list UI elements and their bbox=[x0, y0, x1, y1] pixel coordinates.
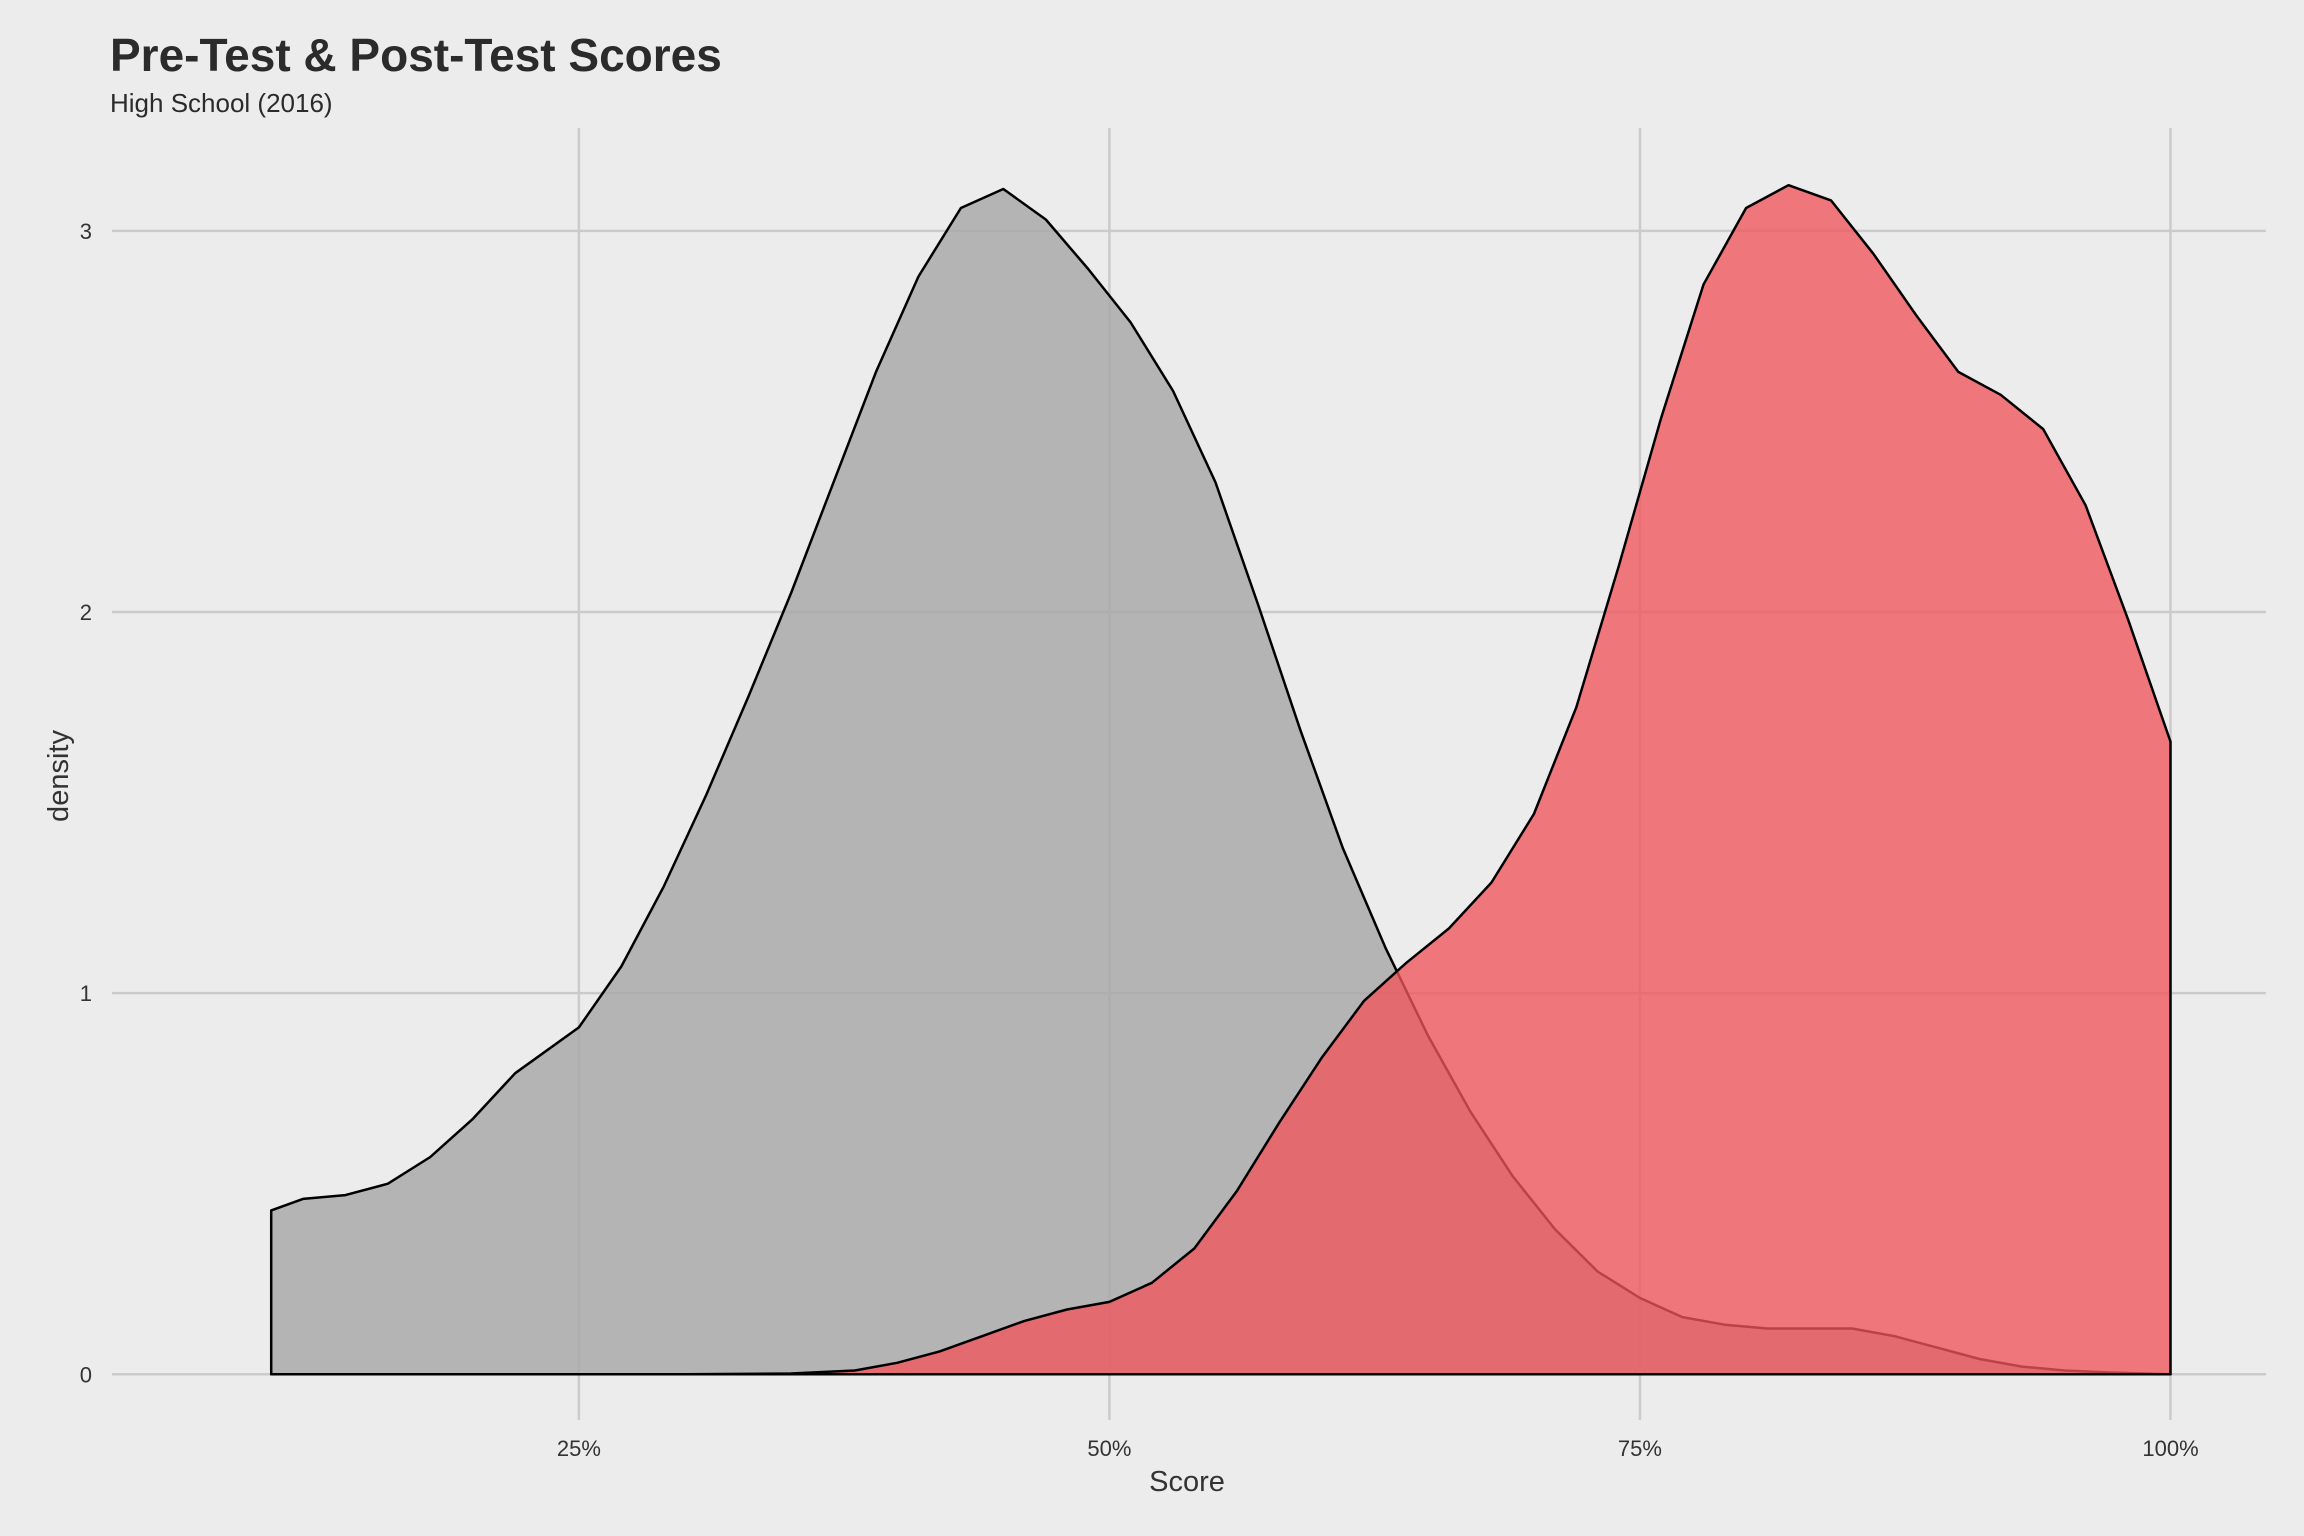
y-tick-label: 0 bbox=[80, 1362, 92, 1387]
x-axis-ticks: 25% 50% 75% 100% bbox=[557, 1436, 2199, 1461]
x-axis-title: Score bbox=[1149, 1466, 1225, 1498]
y-tick-label: 1 bbox=[80, 981, 92, 1006]
chart-title: Pre-Test & Post-Test Scores bbox=[110, 29, 722, 81]
x-tick-label: 50% bbox=[1087, 1436, 1131, 1461]
y-axis-ticks: 0 1 2 3 bbox=[80, 219, 92, 1387]
x-tick-label: 75% bbox=[1618, 1436, 1662, 1461]
y-tick-label: 2 bbox=[80, 600, 92, 625]
y-axis-title: density bbox=[43, 730, 75, 822]
density-series bbox=[269, 183, 2172, 1376]
x-tick-label: 25% bbox=[557, 1436, 601, 1461]
density-area-2 bbox=[269, 183, 2172, 1376]
chart-subtitle: High School (2016) bbox=[110, 88, 333, 118]
x-tick-label: 100% bbox=[2142, 1436, 2198, 1461]
y-tick-label: 3 bbox=[80, 219, 92, 244]
